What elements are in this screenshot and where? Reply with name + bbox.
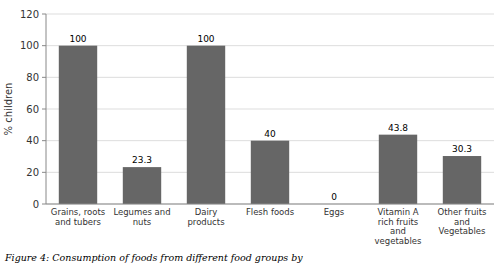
data-label: 23.3 bbox=[132, 155, 152, 165]
caption: Figure 4: Consumption of foods from diff… bbox=[4, 252, 303, 263]
tick-label: 120 bbox=[20, 9, 39, 20]
tick-label: 80 bbox=[26, 72, 39, 83]
grid-line bbox=[46, 204, 494, 205]
data-label: 100 bbox=[197, 34, 214, 44]
grid-line bbox=[46, 77, 494, 78]
x-axis: Grains, rootsand tubers Legumes andnuts Da… bbox=[51, 207, 487, 246]
tick-mark bbox=[42, 204, 46, 205]
tick-label: Eggs bbox=[324, 207, 345, 217]
data-label: 43.8 bbox=[388, 123, 408, 133]
data-label: 40 bbox=[264, 129, 276, 139]
tick-mark bbox=[42, 77, 46, 78]
y-axis-line bbox=[46, 14, 47, 204]
bar bbox=[443, 156, 481, 204]
tick-mark bbox=[42, 172, 46, 173]
tick-label: Grains, rootsand tubers bbox=[51, 207, 106, 227]
data-labels: 100 23.3 100 40 0 43.8 30.3 bbox=[69, 34, 472, 202]
bar bbox=[123, 167, 161, 204]
bars bbox=[59, 46, 481, 204]
bar bbox=[187, 46, 225, 204]
tick-mark bbox=[42, 109, 46, 110]
tick-label: Vitamin Arich fruitsandvegetables bbox=[375, 207, 422, 246]
y-axis: 0 20 40 60 80 100 120 bbox=[20, 9, 494, 210]
tick-mark bbox=[42, 14, 46, 15]
tick-label: Other fruitsandVegetables bbox=[438, 207, 487, 236]
tick-label: Dairyproducts bbox=[187, 207, 225, 227]
tick-mark bbox=[42, 45, 46, 46]
tick-label: 40 bbox=[26, 135, 39, 146]
tick-label: 0 bbox=[33, 199, 39, 210]
tick-label: Flesh foods bbox=[246, 207, 295, 217]
grid-line bbox=[46, 14, 494, 15]
data-label: 0 bbox=[331, 192, 337, 202]
x-axis-line bbox=[46, 204, 494, 205]
tick-mark bbox=[42, 140, 46, 141]
chart: 0 20 40 60 80 100 120 100 23.3 100 40 0 43.8 30.3 Grai… bbox=[0, 0, 504, 266]
bar bbox=[59, 46, 97, 204]
tick-label: 20 bbox=[26, 167, 39, 178]
data-label: 30.3 bbox=[452, 144, 472, 154]
tick-label: 60 bbox=[26, 104, 39, 115]
tick-label: Legumes andnuts bbox=[113, 207, 170, 227]
axis-label: % children bbox=[3, 83, 14, 136]
data-label: 100 bbox=[69, 34, 86, 44]
tick-label: 100 bbox=[20, 40, 39, 51]
grid-line bbox=[46, 45, 494, 46]
bar bbox=[251, 141, 289, 204]
bar bbox=[379, 135, 417, 204]
grid-line bbox=[46, 109, 494, 110]
